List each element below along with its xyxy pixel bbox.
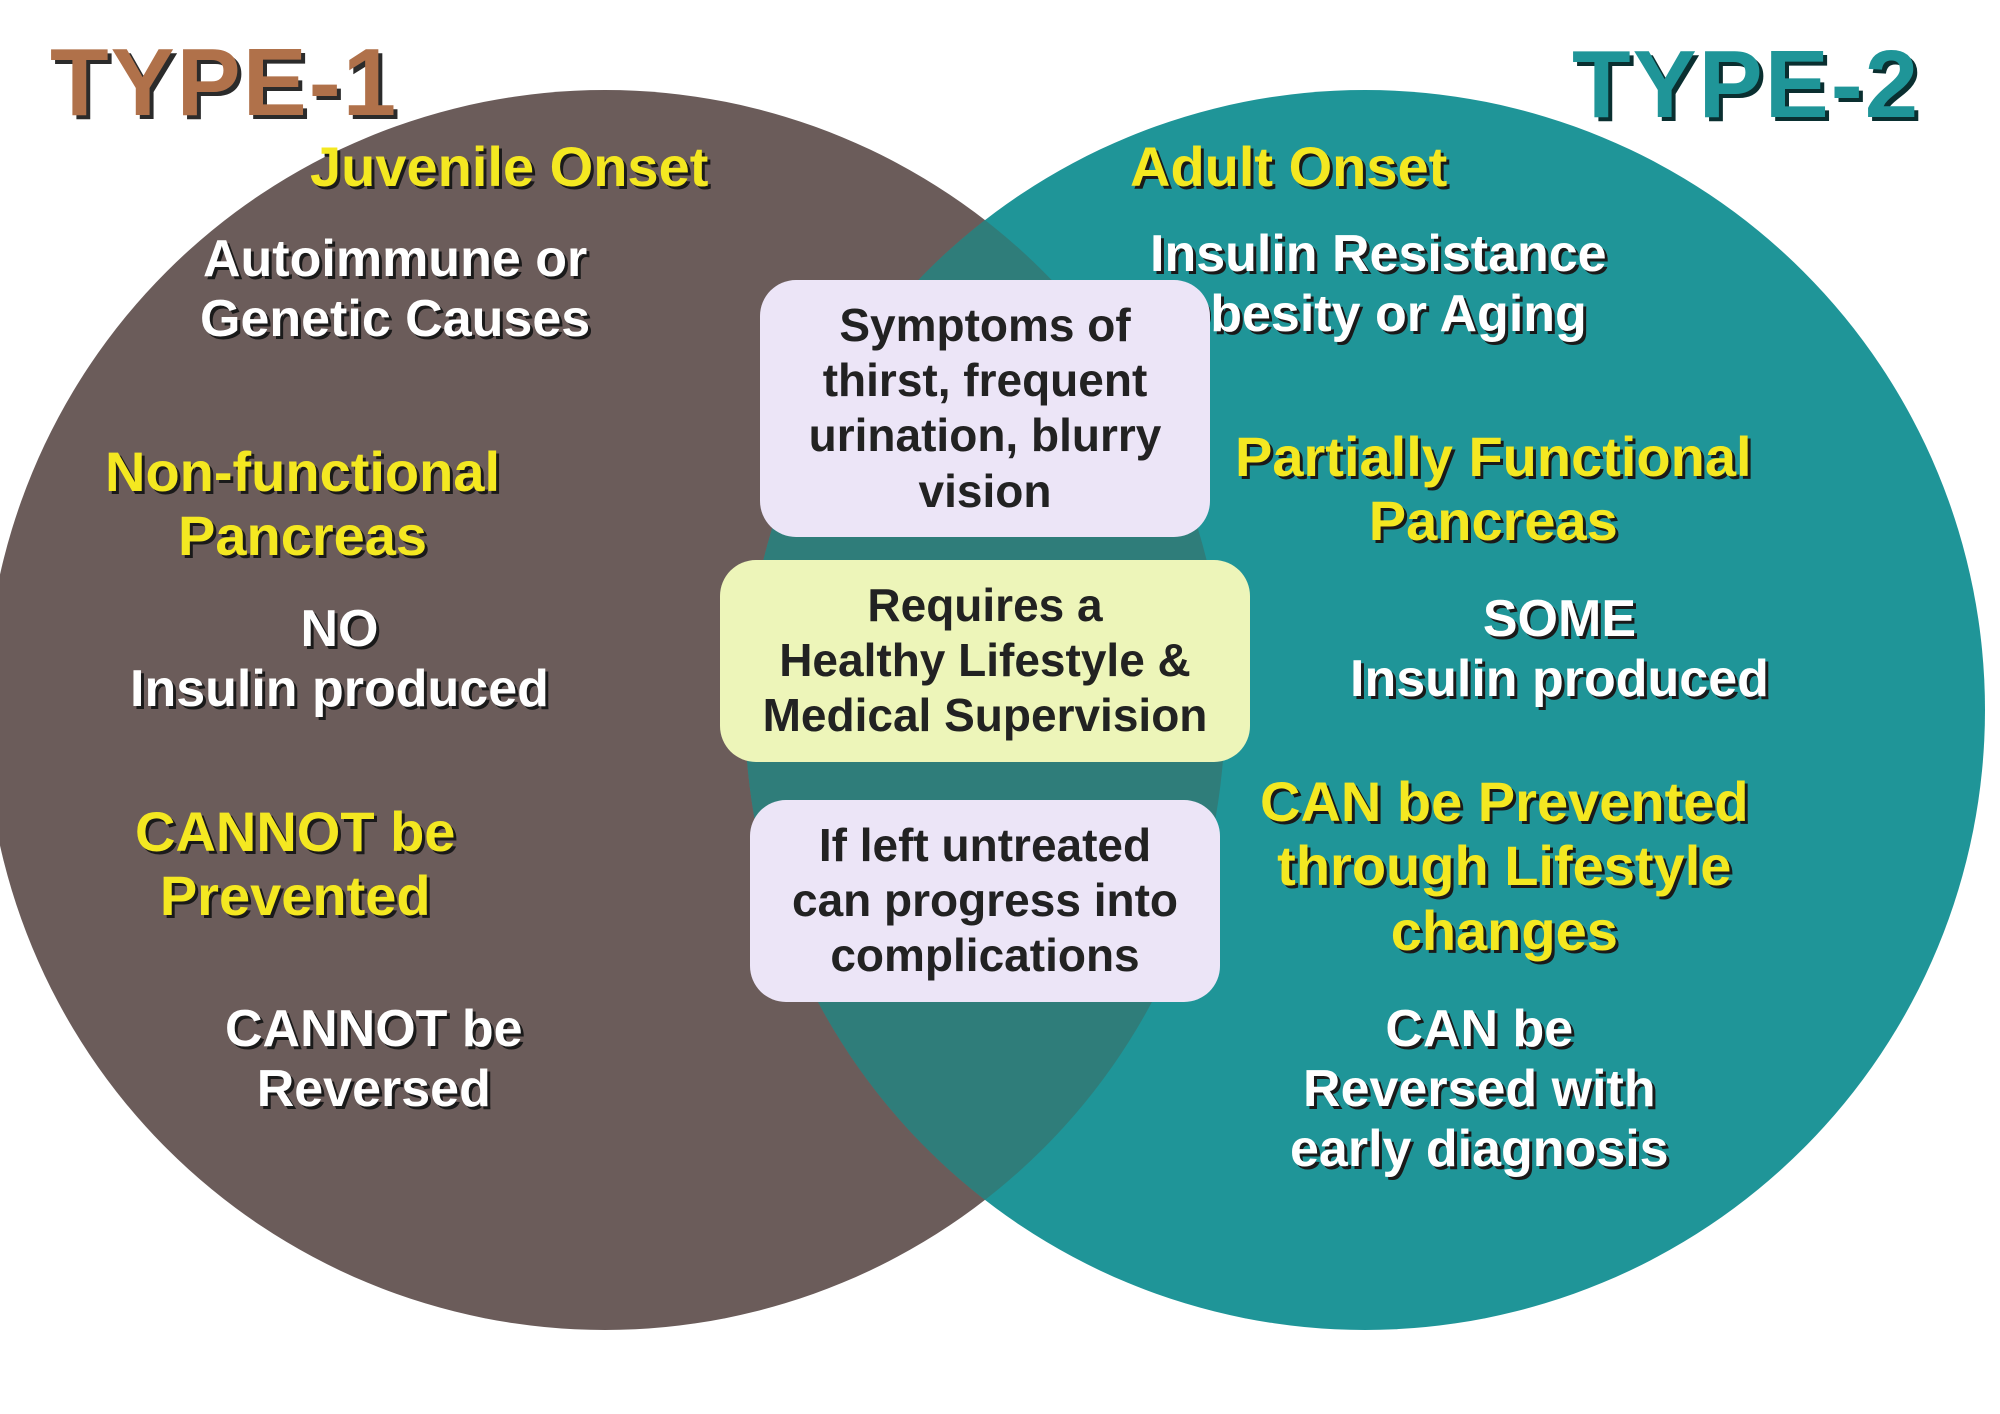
venn-diagram: TYPE-1 TYPE-2 Juvenile Onset Autoimmune … bbox=[0, 0, 2000, 1414]
left-item-4: CANNOT be Prevented bbox=[135, 800, 455, 929]
left-item-3: NO Insulin produced bbox=[130, 600, 549, 720]
center-bubble-1: Requires a Healthy Lifestyle & Medical S… bbox=[720, 560, 1250, 762]
right-item-4: CAN be Prevented through Lifestyle chang… bbox=[1260, 770, 1749, 963]
center-bubble-0: Symptoms of thirst, frequent urination, … bbox=[760, 280, 1210, 537]
left-item-1: Autoimmune or Genetic Causes bbox=[200, 230, 590, 350]
left-item-5: CANNOT be Reversed bbox=[225, 1000, 523, 1120]
left-item-2: Non-functional Pancreas bbox=[105, 440, 500, 569]
left-item-0: Juvenile Onset bbox=[310, 135, 708, 199]
right-item-2: Partially Functional Pancreas bbox=[1235, 425, 1752, 554]
right-item-0: Adult Onset bbox=[1130, 135, 1447, 199]
right-item-3: SOME Insulin produced bbox=[1350, 590, 1769, 710]
title-type-2: TYPE-2 bbox=[1572, 30, 1920, 140]
center-bubble-2: If left untreated can progress into comp… bbox=[750, 800, 1220, 1002]
right-item-5: CAN be Reversed with early diagnosis bbox=[1290, 1000, 1669, 1179]
right-item-1: Insulin Resistance Obesity or Aging bbox=[1150, 225, 1607, 345]
title-type-1: TYPE-1 bbox=[50, 28, 398, 138]
